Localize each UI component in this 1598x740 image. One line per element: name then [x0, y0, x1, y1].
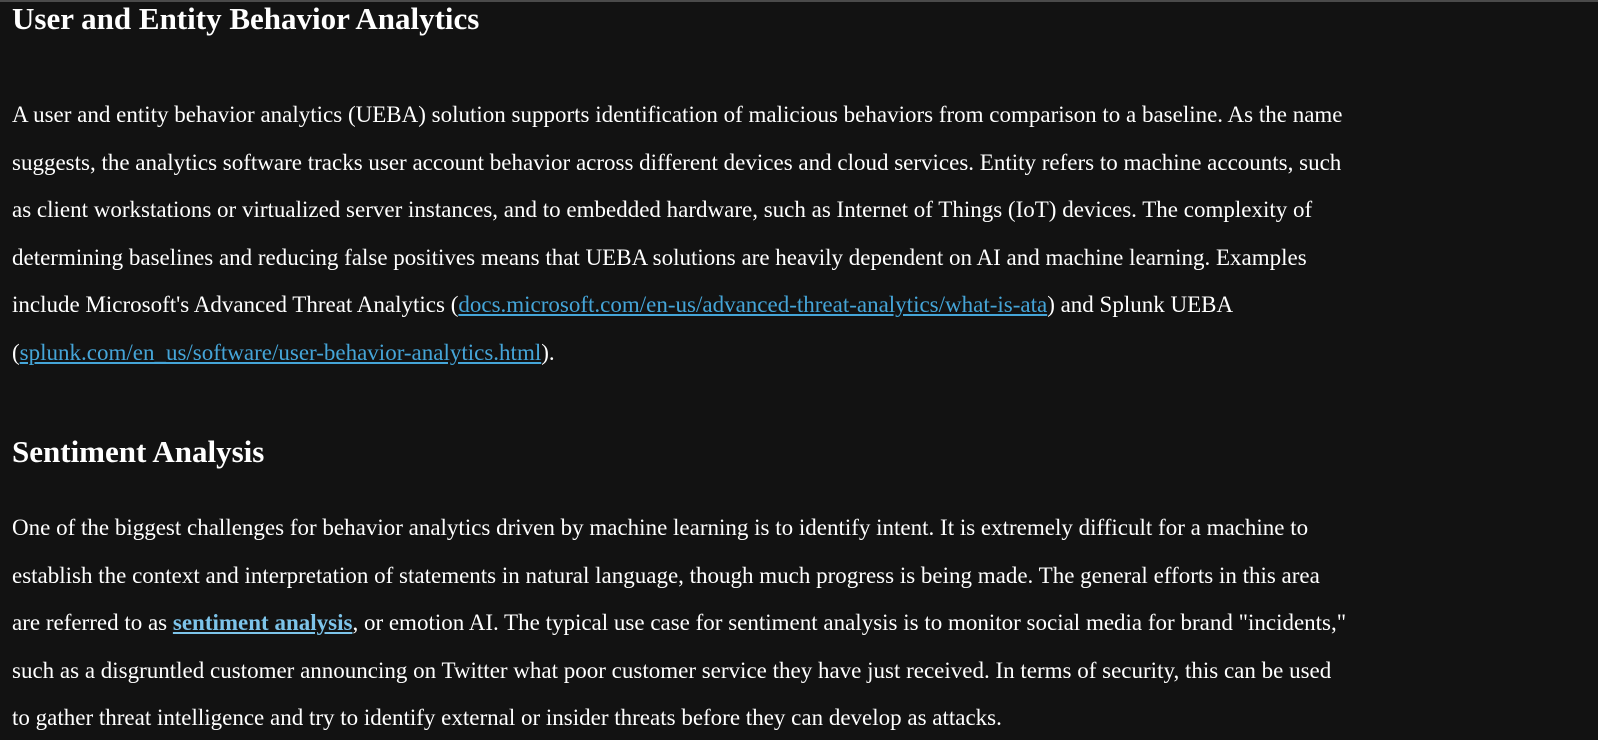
- top-border: [0, 0, 1598, 2]
- ueba-line-2: suggests, the analytics software tracks …: [12, 149, 1342, 175]
- ueba-line-6-open-paren: (: [12, 339, 20, 365]
- sentiment-line-3: are referred to as sentiment analysis, o…: [12, 599, 1587, 647]
- paragraph-ueba: A user and entity behavior analytics (UE…: [12, 91, 1587, 376]
- section-heading-ueba: User and Entity Behavior Analytics: [12, 1, 480, 36]
- sentiment-analysis-term-link[interactable]: sentiment analysis: [172, 610, 353, 635]
- paragraph-sentiment: One of the biggest challenges for behavi…: [12, 504, 1587, 740]
- ueba-line-5: include Microsoft's Advanced Threat Anal…: [12, 281, 1587, 329]
- sentiment-line-4: such as a disgruntled customer announcin…: [12, 657, 1332, 683]
- ueba-line-6: (splunk.com/en_us/software/user-behavior…: [12, 329, 1587, 377]
- sentiment-line-1: One of the biggest challenges for behavi…: [12, 515, 1309, 540]
- sentiment-line-5: to gather threat intelligence and try to…: [12, 705, 1002, 730]
- sentiment-line-3-text: are referred to as: [12, 610, 173, 635]
- microsoft-ata-link[interactable]: docs.microsoft.com/en-us/advanced-threat…: [458, 292, 1048, 317]
- ueba-line-5-text-end: ) and Splunk UEBA: [1047, 292, 1234, 317]
- splunk-ueba-link[interactable]: splunk.com/en_us/software/user-behavior-…: [19, 339, 542, 365]
- sentiment-line-2: establish the context and interpretation…: [12, 562, 1320, 588]
- ueba-line-5-text: include Microsoft's Advanced Threat Anal…: [12, 292, 459, 317]
- ueba-line-3: as client workstations or virtualized se…: [12, 197, 1313, 222]
- sentiment-line-3-text-end: , or emotion AI. The typical use case fo…: [352, 610, 1347, 635]
- ueba-line-4: determining baselines and reducing false…: [12, 244, 1307, 270]
- section-heading-sentiment: Sentiment Analysis: [12, 434, 265, 469]
- ueba-line-6-close: ).: [541, 339, 555, 365]
- ueba-line-1: A user and entity behavior analytics (UE…: [12, 102, 1343, 127]
